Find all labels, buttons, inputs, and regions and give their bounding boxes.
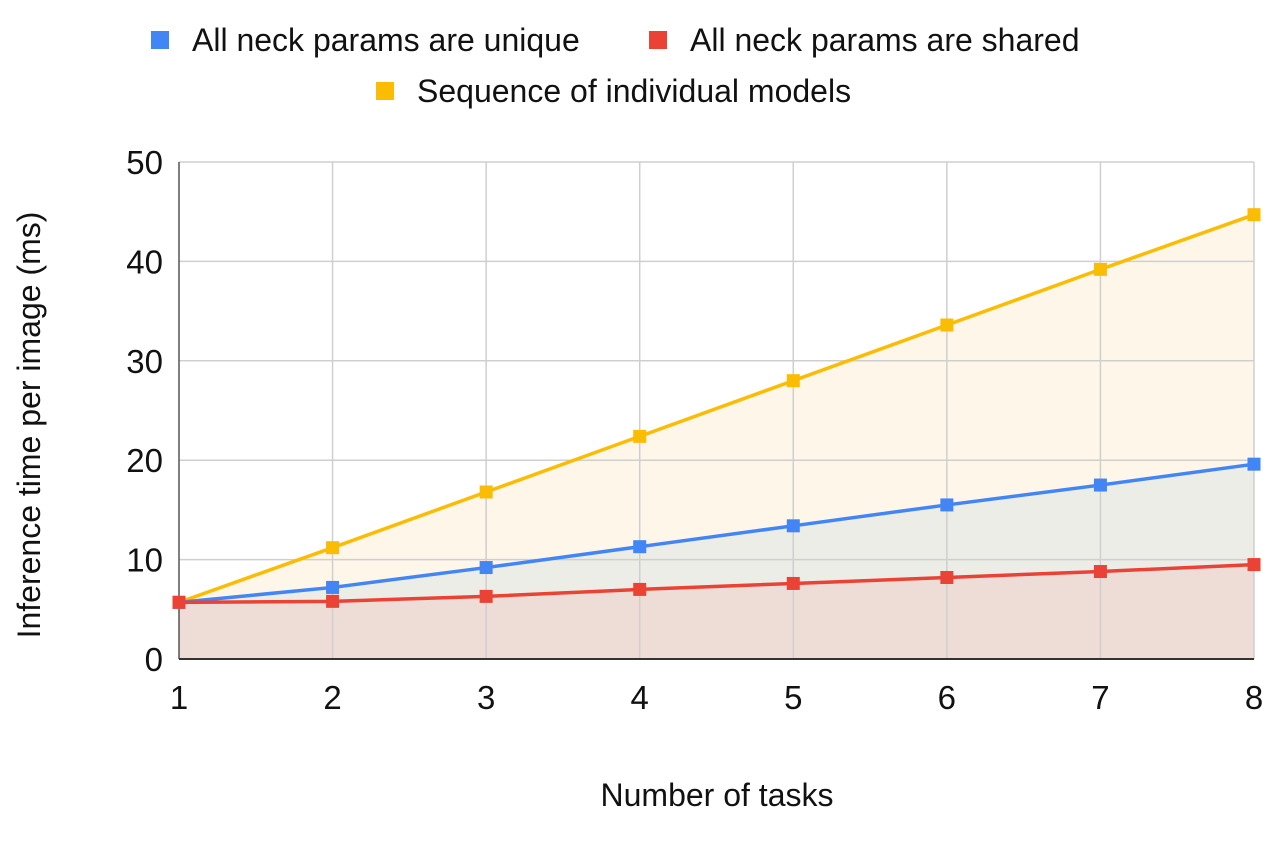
data-point-sequence-2 — [326, 541, 340, 555]
y-tick-label-10: 10 — [126, 542, 163, 579]
data-point-unique-7 — [1093, 478, 1107, 492]
data-point-unique-8 — [1247, 457, 1261, 471]
data-point-unique-3 — [479, 561, 493, 575]
x-tick-label-3: 3 — [477, 679, 495, 716]
data-point-unique-5 — [786, 519, 800, 533]
y-tick-label-0: 0 — [145, 641, 163, 678]
series-lines — [178, 213, 1255, 605]
data-point-sequence-3 — [479, 485, 493, 499]
axes: 0 10 20 30 40 50 1 2 3 4 5 6 7 8 — [126, 144, 1263, 716]
x-tick-label-7: 7 — [1091, 679, 1109, 716]
y-tick-label-20: 20 — [126, 442, 163, 479]
x-tick-label-5: 5 — [784, 679, 802, 716]
data-point-shared-2 — [326, 594, 340, 608]
series-line-shared — [178, 562, 1255, 605]
x-tick-label-8: 8 — [1245, 679, 1263, 716]
data-point-shared-3 — [479, 589, 493, 603]
y-tick-label-30: 30 — [126, 343, 163, 380]
legend-swatch-unique — [151, 31, 169, 49]
data-point-shared-5 — [786, 576, 800, 590]
y-axis-title: Inference time per image (ms) — [11, 212, 47, 639]
data-point-shared-7 — [1093, 565, 1107, 579]
gridlines — [179, 161, 1255, 659]
data-point-shared-4 — [633, 582, 647, 596]
data-point-sequence-8 — [1247, 208, 1261, 222]
y-tick-label-40: 40 — [126, 243, 163, 280]
data-point-shared-6 — [940, 570, 954, 584]
data-point-unique-6 — [940, 498, 954, 512]
data-point-sequence-4 — [633, 429, 647, 443]
legend-swatch-shared — [649, 31, 667, 49]
series-line-unique — [178, 462, 1255, 605]
x-axis-title: Number of tasks — [601, 777, 834, 813]
x-tick-label-2: 2 — [323, 679, 341, 716]
fill-band-shared — [179, 564, 1254, 659]
legend-label-shared: All neck params are shared — [690, 22, 1080, 58]
x-tick-label-1: 1 — [170, 679, 188, 716]
data-point-sequence-7 — [1093, 262, 1107, 276]
data-point-unique-4 — [633, 540, 647, 554]
legend-swatch-sequence — [376, 82, 394, 100]
x-tick-label-6: 6 — [938, 679, 956, 716]
legend: All neck params are unique All neck para… — [151, 22, 1080, 109]
data-point-shared-1 — [172, 595, 186, 609]
area-fills — [179, 214, 1254, 659]
data-point-shared-8 — [1247, 558, 1261, 572]
data-point-sequence-5 — [786, 374, 800, 388]
legend-label-unique: All neck params are unique — [192, 22, 580, 58]
legend-label-sequence: Sequence of individual models — [417, 73, 851, 109]
fill-band-unique — [179, 464, 1254, 603]
y-tick-label-50: 50 — [126, 144, 163, 181]
data-point-sequence-6 — [940, 318, 954, 332]
data-point-unique-2 — [326, 580, 340, 594]
series-markers — [172, 208, 1261, 609]
series-line-sequence — [178, 213, 1255, 604]
x-tick-label-4: 4 — [631, 679, 649, 716]
